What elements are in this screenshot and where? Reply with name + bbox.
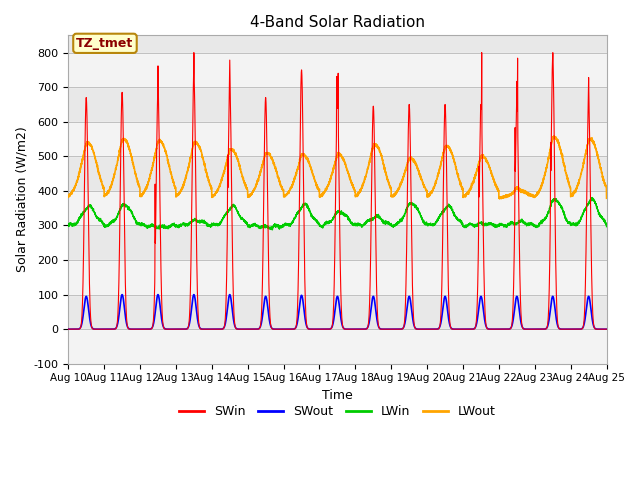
Line: LWout: LWout bbox=[68, 136, 607, 199]
SWin bbox=[438, 297, 445, 302]
SWout bbox=[603, 326, 611, 332]
Bar bbox=[68, 329, 607, 364]
LWout bbox=[481, 155, 488, 161]
Line: SWout: SWout bbox=[68, 295, 607, 329]
LWin bbox=[129, 213, 137, 219]
SWin bbox=[129, 326, 137, 332]
SWout bbox=[245, 326, 253, 332]
SWout bbox=[65, 326, 72, 332]
Bar bbox=[68, 260, 607, 295]
X-axis label: Time: Time bbox=[322, 389, 353, 402]
LWin bbox=[603, 224, 611, 229]
SWout bbox=[481, 315, 488, 321]
SWin bbox=[245, 326, 253, 332]
LWin bbox=[589, 195, 596, 201]
Line: LWin: LWin bbox=[68, 198, 607, 230]
Bar bbox=[68, 53, 607, 87]
LWin bbox=[324, 219, 332, 225]
LWin bbox=[438, 211, 445, 216]
Text: TZ_tmet: TZ_tmet bbox=[76, 37, 134, 50]
SWin bbox=[603, 326, 611, 332]
LWout bbox=[65, 193, 72, 199]
LWin bbox=[245, 223, 253, 228]
LWout bbox=[122, 138, 129, 144]
SWin bbox=[122, 280, 129, 286]
LWout bbox=[496, 196, 504, 202]
LWout bbox=[245, 193, 253, 199]
Line: SWin: SWin bbox=[68, 53, 607, 329]
LWout bbox=[129, 162, 137, 168]
LWin bbox=[65, 223, 72, 228]
SWout bbox=[118, 292, 126, 298]
SWout bbox=[324, 326, 332, 332]
SWin bbox=[481, 292, 488, 298]
SWin bbox=[324, 326, 332, 332]
LWin bbox=[122, 203, 129, 208]
LWout bbox=[324, 182, 332, 188]
Y-axis label: Solar Radiation (W/m2): Solar Radiation (W/m2) bbox=[15, 127, 28, 273]
Title: 4-Band Solar Radiation: 4-Band Solar Radiation bbox=[250, 15, 425, 30]
LWin bbox=[269, 227, 276, 233]
LWout bbox=[603, 195, 611, 201]
SWout bbox=[122, 314, 129, 320]
SWout bbox=[129, 326, 137, 332]
LWin bbox=[481, 221, 488, 227]
LWout bbox=[550, 133, 557, 139]
Bar bbox=[68, 122, 607, 156]
Bar bbox=[68, 191, 607, 226]
Legend: SWin, SWout, LWin, LWout: SWin, SWout, LWin, LWout bbox=[174, 400, 500, 423]
SWin bbox=[190, 50, 198, 56]
SWin bbox=[65, 326, 72, 332]
LWout bbox=[438, 159, 445, 165]
SWout bbox=[438, 316, 445, 322]
